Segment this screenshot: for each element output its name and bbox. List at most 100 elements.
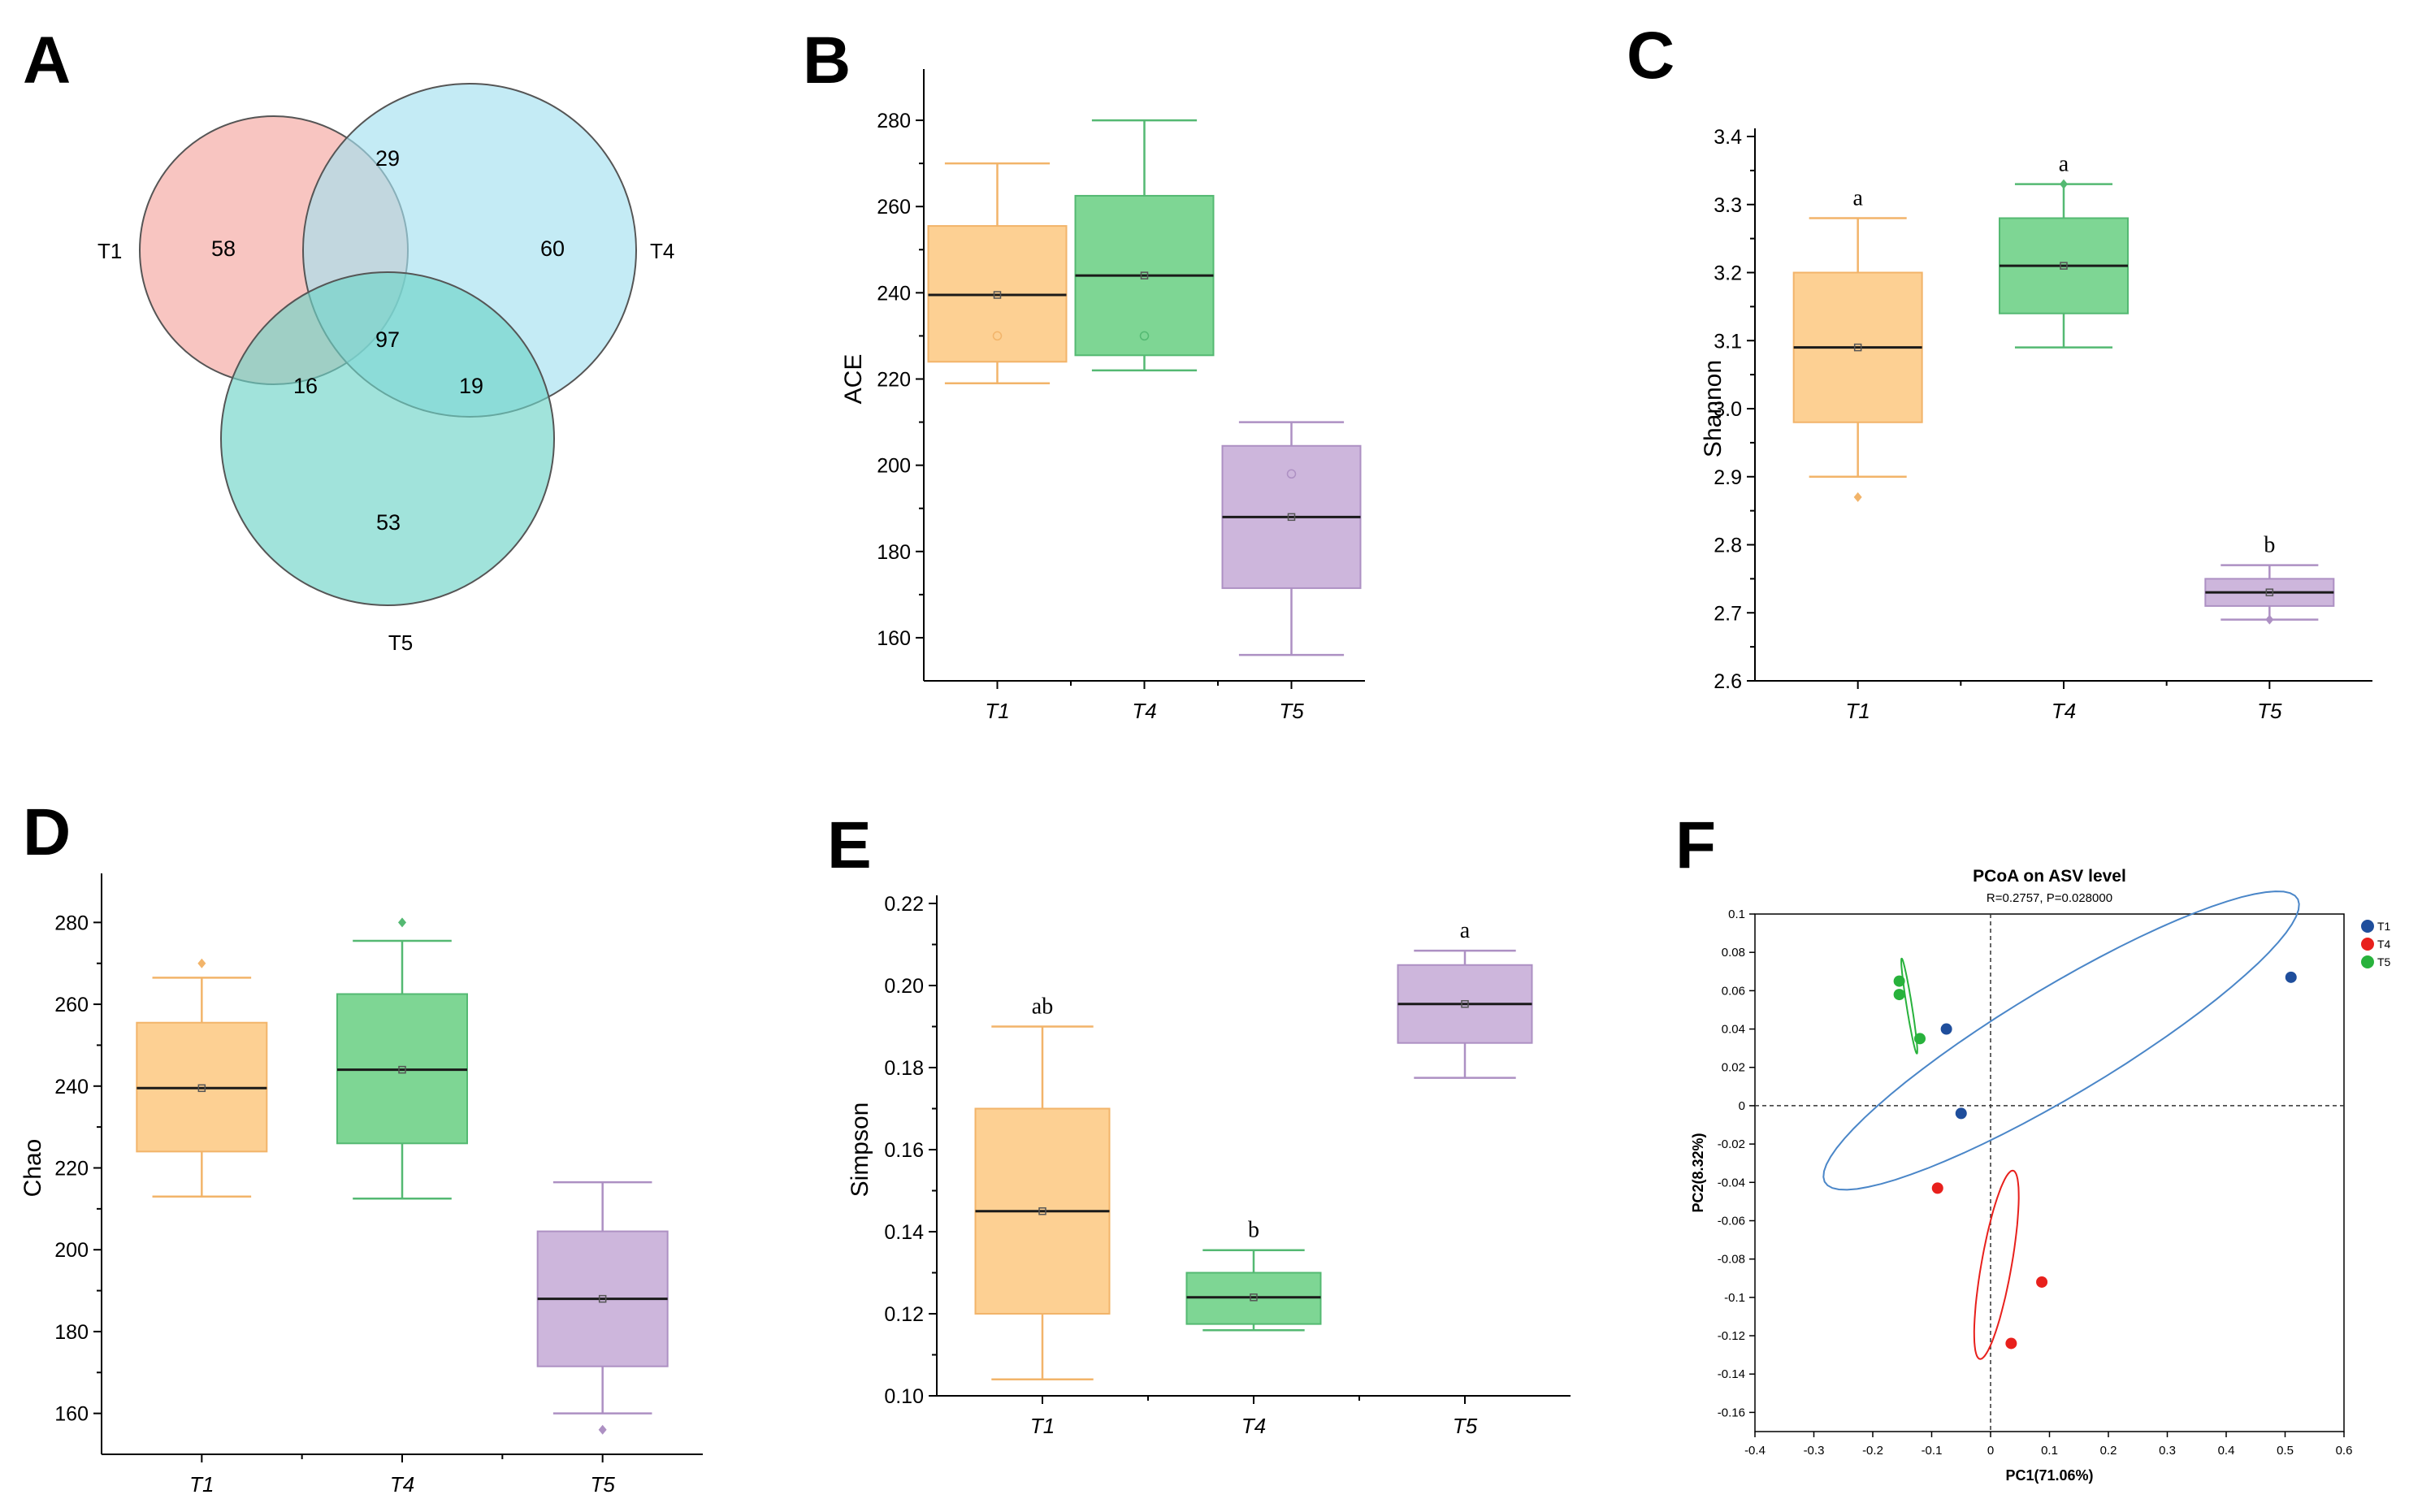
y-tick-label: 200 [877, 455, 911, 478]
y-tick-label: 280 [877, 110, 911, 132]
y-tick-label: -0.06 [1718, 1214, 1745, 1228]
y-tick-label: 160 [54, 1403, 89, 1426]
significance-letter-t5: b [2264, 533, 2275, 558]
y-tick-label: 0.02 [1722, 1061, 1745, 1075]
chao-box-plot: 160 180 200 220 240 260 280 Chao T1 T4 T5 [19, 873, 703, 1497]
venn-count-t5-only: 53 [376, 510, 401, 535]
outlier-marker-t4 [2060, 179, 2068, 189]
legend-label-t5: T5 [2377, 955, 2391, 968]
y-tick-label: 260 [54, 994, 89, 1016]
x-tick-label: 0.2 [2100, 1444, 2117, 1458]
pcoa-scatter-plot: -0.4 -0.3 -0.2 -0.1 0 0.1 0.2 0.3 0.4 0.5 0.6 -0.16… [1690, 867, 2391, 1484]
y-tick-label: 2.9 [1714, 466, 1742, 489]
y-tick-label: 0.08 [1722, 946, 1745, 960]
venn-set-label-t1: T1 [97, 239, 122, 263]
x-tick-label-t4: T4 [390, 1472, 414, 1497]
y-axis-title: ACE [840, 354, 867, 405]
y-axis-title: Simpson [847, 1103, 873, 1198]
sample-point-t1 [2285, 971, 2297, 983]
x-tick-label-t5: T5 [2257, 699, 2282, 723]
y-tick-label: 0 [1739, 1099, 1745, 1113]
y-tick-label: 180 [877, 541, 911, 564]
significance-letter-t5: a [1460, 918, 1471, 943]
x-axis-title: PC1(71.06%) [2005, 1467, 2093, 1484]
venn-set-label-t4: T4 [650, 239, 674, 263]
mean-marker-t5 [1287, 513, 1296, 522]
x-tick-label: -0.2 [1862, 1444, 1883, 1458]
y-tick-label: -0.02 [1718, 1137, 1745, 1151]
panel-label-d: D [23, 795, 71, 869]
mean-marker-t4 [1250, 1293, 1258, 1302]
confidence-ellipse-t4 [1973, 1169, 2020, 1360]
venn-set-label-t5: T5 [388, 630, 413, 655]
confidence-ellipse-t1 [1822, 890, 2300, 1191]
y-tick-label: 240 [877, 282, 911, 305]
x-tick-label-t5: T5 [1453, 1414, 1478, 1438]
y-tick-label: 2.7 [1714, 602, 1742, 625]
panel-label-c: C [1627, 19, 1675, 93]
x-tick-label-t1: T1 [189, 1472, 214, 1497]
x-tick-label-t1: T1 [1845, 699, 1870, 723]
sample-point-t1 [1940, 1023, 1952, 1035]
mean-marker-t5 [2265, 588, 2274, 596]
legend-marker-t5 [2361, 955, 2374, 968]
y-tick-label: 2.8 [1714, 535, 1742, 557]
outlier-marker-t5 [2265, 614, 2274, 625]
plot-frame [1754, 913, 2345, 1432]
y-tick-label: 180 [54, 1321, 89, 1344]
y-tick-label: 0.18 [884, 1057, 924, 1080]
venn-count-t4-only: 60 [540, 236, 565, 261]
y-tick-label: 220 [54, 1158, 89, 1181]
mean-marker-t4 [2060, 262, 2068, 270]
y-tick-label: 200 [54, 1239, 89, 1262]
x-tick-label-t4: T4 [1132, 699, 1156, 723]
ace-box-plot: 160 180 200 220 240 260 280 ACE T1 T4 T5 [840, 69, 1365, 723]
data-point-t4 [1139, 331, 1150, 341]
x-tick-label-t5: T5 [1279, 699, 1304, 723]
y-tick-label: -0.16 [1718, 1406, 1745, 1419]
y-tick-label: 3.3 [1714, 194, 1742, 217]
outlier-marker-t1 [1853, 492, 1862, 502]
x-tick-label: 0.5 [2277, 1444, 2294, 1458]
y-tick-label: 260 [877, 196, 911, 219]
mean-marker-t5 [598, 1294, 607, 1303]
significance-letter-t1: ab [1032, 994, 1053, 1020]
x-tick-label-t5: T5 [590, 1472, 615, 1497]
plot-title: PCoA on ASV level [1973, 867, 2126, 886]
x-tick-label: 0.4 [2218, 1444, 2235, 1458]
legend-label-t1: T1 [2377, 920, 2391, 933]
mean-marker-t1 [197, 1084, 206, 1093]
legend-marker-t4 [2361, 938, 2374, 951]
y-axis-title: Chao [19, 1139, 46, 1198]
y-tick-label: -0.1 [1724, 1291, 1745, 1305]
sample-point-t5 [1914, 1033, 1926, 1045]
y-tick-label: 0.16 [884, 1139, 924, 1162]
mean-marker-t4 [398, 1065, 406, 1074]
simpson-box-plot: 0.10 0.12 0.14 0.16 0.18 0.20 0.22 Simpson T1 T4 T… [847, 893, 1571, 1438]
mean-marker-t1 [993, 291, 1002, 299]
significance-letter-t4: b [1248, 1218, 1259, 1243]
x-tick-label-t1: T1 [985, 699, 1009, 723]
x-tick-label-t4: T4 [2052, 699, 2076, 723]
x-tick-label: -0.1 [1922, 1444, 1943, 1458]
panel-label-b: B [803, 24, 851, 97]
shannon-box-plot: 2.6 2.7 2.8 2.9 3.0 3.1 3.2 3.3 3.4 Shannon T1 T4 T5… [1700, 126, 2372, 723]
y-tick-label: 160 [877, 627, 911, 650]
x-tick-label: 0.3 [2159, 1444, 2176, 1458]
y-tick-label: 3.2 [1714, 262, 1742, 285]
y-tick-label: -0.08 [1718, 1253, 1745, 1267]
mean-marker-t1 [1038, 1207, 1046, 1215]
venn-diagram: T1 T4 T5 58 60 53 29 16 19 97 [97, 83, 674, 655]
x-tick-label-t1: T1 [1030, 1414, 1055, 1438]
venn-count-t4-t5: 19 [459, 374, 483, 398]
x-tick-label: 0.1 [2041, 1444, 2058, 1458]
outlier-marker-t4 [398, 917, 406, 928]
y-tick-label: 220 [877, 369, 911, 392]
y-tick-label: 0.22 [884, 893, 924, 916]
y-tick-label: -0.04 [1718, 1176, 1745, 1189]
data-point-t5 [1286, 469, 1297, 479]
panel-label-a: A [23, 24, 71, 97]
y-tick-label: 0.06 [1722, 984, 1745, 998]
legend-label-t4: T4 [2377, 938, 2391, 951]
data-point-t1 [992, 331, 1003, 341]
